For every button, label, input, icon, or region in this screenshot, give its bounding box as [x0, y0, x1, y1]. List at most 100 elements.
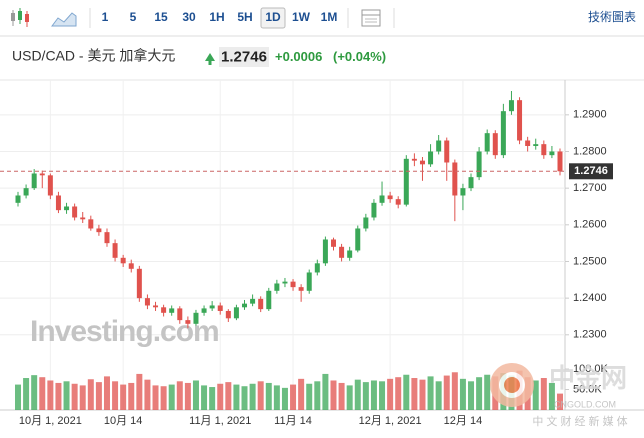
- candle-body: [88, 219, 94, 229]
- volume-bar: [241, 386, 248, 410]
- candle-body: [120, 257, 126, 264]
- candle-body: [201, 308, 207, 313]
- interval-button[interactable]: 1D: [265, 10, 281, 24]
- candle-body: [128, 263, 134, 269]
- volume-bar: [176, 381, 183, 410]
- volume-bar: [379, 381, 386, 410]
- volume-bar: [435, 381, 442, 410]
- candle-body: [476, 151, 482, 178]
- volume-bar: [225, 382, 232, 410]
- interval-button[interactable]: 1M: [321, 10, 338, 24]
- candle-body: [363, 217, 369, 229]
- candle-body: [169, 308, 175, 313]
- volume-bar: [23, 378, 30, 410]
- volume-bar: [160, 386, 167, 410]
- volume-bar: [136, 373, 143, 410]
- x-tick-label: 10月 14: [104, 415, 143, 427]
- area-chart-icon[interactable]: [51, 12, 77, 27]
- candle-body: [217, 305, 223, 311]
- up-arrow: [205, 53, 215, 65]
- volume-bar: [79, 385, 86, 410]
- candlestick-icon[interactable]: [11, 8, 29, 27]
- candle-body: [419, 160, 425, 165]
- interval-button[interactable]: 1W: [292, 10, 311, 24]
- candle-body: [484, 133, 490, 152]
- candle-body: [500, 111, 506, 156]
- candle-body: [428, 151, 434, 165]
- interval-button[interactable]: 30: [182, 10, 196, 24]
- active-interval-box: [260, 7, 286, 29]
- volume-bar: [532, 380, 539, 410]
- x-tick-label: 12月 1, 2021: [359, 415, 422, 427]
- interval-button[interactable]: 1H: [209, 10, 224, 24]
- volume-bar: [411, 378, 418, 410]
- candle-body: [460, 188, 466, 196]
- candle-body: [347, 250, 353, 258]
- volume-bar: [209, 387, 216, 410]
- candle-body: [436, 140, 442, 152]
- candle-body: [314, 263, 320, 273]
- volume-bar: [443, 375, 450, 410]
- interval-button[interactable]: 5: [130, 10, 137, 24]
- technical-chart-link[interactable]: 技術圖表: [588, 10, 636, 24]
- candle-body: [153, 305, 159, 308]
- candle-body: [387, 195, 393, 200]
- volume-bar: [354, 379, 361, 410]
- volume-bar: [419, 379, 426, 410]
- volume-bar: [192, 380, 199, 410]
- x-tick-label: 10月 1, 2021: [19, 415, 82, 427]
- candle-body: [541, 144, 547, 156]
- candle-body: [557, 151, 563, 172]
- volume-bar: [103, 376, 110, 410]
- volume-bar: [257, 381, 264, 410]
- last-price-box: [569, 163, 613, 180]
- candle-body: [136, 268, 142, 299]
- interval-button[interactable]: 5H: [237, 10, 252, 24]
- volume-bar: [217, 383, 224, 410]
- volume-bar: [47, 380, 54, 410]
- volume-bar: [403, 374, 410, 410]
- candle-body: [274, 283, 280, 291]
- y-tick-label: 1.2600: [573, 219, 607, 231]
- volume-bar: [120, 384, 127, 410]
- last-price-label: 1.2746: [574, 165, 608, 177]
- cngold-slogan: 中 文 财 经 新 媒 体: [532, 414, 627, 428]
- y-tick-label: 1.2500: [573, 255, 607, 267]
- interval-button[interactable]: 15: [154, 10, 168, 24]
- volume-bar: [330, 380, 337, 410]
- table-icon[interactable]: [361, 9, 381, 27]
- interval-button[interactable]: 1: [102, 10, 109, 24]
- volume-bar: [322, 373, 329, 410]
- volume-bar: [395, 377, 402, 410]
- volume-bar: [484, 374, 491, 410]
- candle-body: [339, 246, 345, 258]
- volume-bar: [298, 378, 305, 410]
- candle-body: [395, 199, 401, 205]
- y-tick-label: 1.2400: [573, 292, 607, 304]
- volume-bar: [15, 384, 21, 410]
- candle-body: [161, 307, 167, 313]
- volume-bar: [63, 381, 70, 410]
- grid: [0, 80, 565, 410]
- volume-bar: [233, 384, 240, 410]
- candle-body: [452, 162, 458, 196]
- y-tick-label: 1.2800: [573, 145, 607, 157]
- candle-body: [64, 206, 70, 211]
- candle-body: [290, 281, 296, 288]
- volume-bar: [39, 377, 46, 410]
- cngold-watermark: 中金网 CNGOLD.COM 中 文 财 经 新 媒 体: [490, 363, 628, 428]
- candle-body: [55, 195, 61, 211]
- candle-body: [355, 228, 361, 251]
- volume-bar: [71, 383, 78, 410]
- candles-layer: [15, 90, 563, 329]
- volume-tick-label: 100.0K: [573, 363, 609, 375]
- candle-body: [517, 100, 523, 141]
- volume-bar: [540, 378, 547, 410]
- candle-body: [330, 239, 336, 247]
- volume-bar: [451, 372, 458, 410]
- volume-bar: [201, 385, 208, 410]
- volume-bar: [370, 380, 377, 410]
- candle-body: [298, 287, 304, 291]
- volume-bar: [55, 382, 62, 410]
